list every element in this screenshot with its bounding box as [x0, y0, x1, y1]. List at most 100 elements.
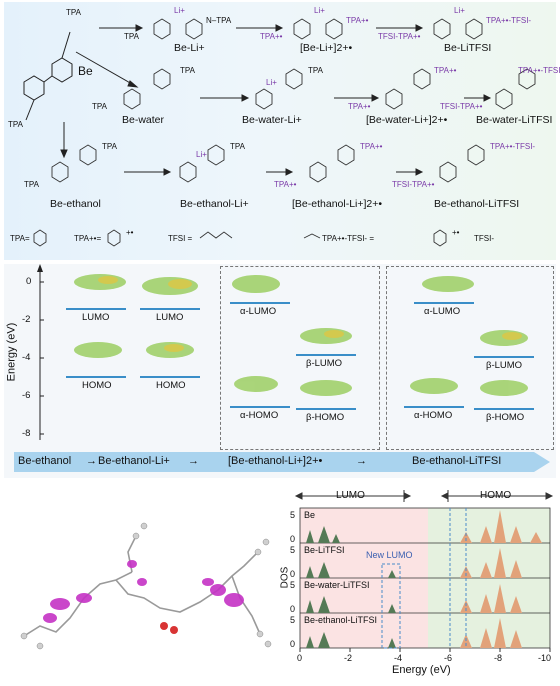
ylabel-energy: Energy (eV) — [5, 322, 18, 382]
lumo-label-1: LUMO — [82, 312, 110, 323]
homo-line-2 — [140, 376, 200, 378]
homo-label-2: HOMO — [156, 380, 186, 391]
dos-row-be-water-litfsi: Be-water-LiTFSI — [304, 580, 370, 590]
ytick-4: -8 — [22, 428, 31, 439]
dos-xtick-0: 0 — [297, 653, 303, 663]
flow-arrow-2: → — [188, 455, 199, 467]
homo-label-1: HOMO — [82, 380, 112, 391]
dos-xlabel: Energy (eV) — [392, 664, 451, 676]
a-lumo-line — [230, 302, 290, 304]
legend-tfsi: TFSI = — [168, 234, 193, 243]
scheme-drawing — [23, 18, 536, 247]
tpa-water-2: TPA — [92, 102, 107, 111]
dos-tick-5-r4: 5 — [290, 615, 296, 625]
tpa-e2: TPA — [24, 180, 39, 189]
dos-xtick-2: -4 — [394, 653, 403, 663]
tpa-water: TPA — [180, 66, 195, 75]
a-lumo-label: α-LUMO — [240, 306, 277, 317]
be-water-li-label: Be-water-Li+ — [242, 114, 302, 126]
b-lumo-label-2: β-LUMO — [486, 360, 523, 371]
legend-tpa-tfsi: TPA+•-TFSI- = — [322, 234, 374, 243]
tpa-rad-2: TPA+• — [260, 32, 283, 41]
be-water-li2-label: [Be-water-Li+]2+• — [366, 114, 448, 126]
tfsi-tpa-e: TFSI-TPA+• — [392, 180, 435, 189]
tpa-label-top: TPA — [66, 8, 81, 17]
dos-new-lumo-label: New LUMO — [366, 550, 413, 560]
flow-label-4: Be-ethanol-LiTFSI — [412, 455, 502, 467]
tpa-1: TPA — [124, 32, 139, 41]
be-litfsi-label: Be-LiTFSI — [444, 42, 492, 54]
tpa-w1: TPA — [308, 66, 323, 75]
a-homo-label: α-HOMO — [240, 410, 279, 421]
b-lumo-line — [296, 354, 356, 356]
b-lumo-label: β-LUMO — [306, 358, 343, 369]
a-lumo-line-2 — [414, 302, 474, 304]
dos-tick-0-r1: 0 — [290, 534, 296, 544]
tpa-rad-e: TPA+• — [360, 142, 383, 151]
b-homo-line-2 — [474, 408, 534, 410]
dos-xtick-3: -6 — [444, 653, 453, 663]
be-label: Be — [78, 64, 93, 78]
panel-a-schemes: TPA Be TPA Li+ N–TPA TPA Be-Li+ Li+ TPA+… — [4, 2, 560, 260]
a-homo-line — [230, 406, 290, 408]
b-homo-line — [296, 408, 356, 410]
li-plus-w1: Li+ — [266, 78, 277, 87]
dos-tick-0-r2: 0 — [290, 569, 296, 579]
dashed-box-li2 — [220, 266, 380, 450]
tfsi-tpa-1: TFSI-TPA+• — [378, 32, 421, 41]
lumo-label-2: LUMO — [156, 312, 184, 323]
tpa-rad-e2: TPA+• — [274, 180, 297, 189]
be-li-label: Be-Li+ — [174, 42, 205, 54]
dos-tick-5-r1: 5 — [290, 510, 296, 520]
a-lumo-label-2: α-LUMO — [424, 306, 461, 317]
be-ethanol-litfsi-label: Be-ethanol-LiTFSI — [434, 198, 520, 210]
dos-row-be-litfsi: Be-LiTFSI — [304, 545, 345, 555]
tfsi-tpa-w: TFSI-TPA+• — [440, 102, 483, 111]
dos-plot — [294, 490, 554, 652]
panel-d-dos: LUMO HOMO New LUMO DOS Be Be-LiTFSI Be-w… — [279, 486, 556, 681]
spin-density-molecule — [20, 522, 272, 650]
panel-c-spin-density — [4, 486, 278, 681]
dos-xtick-5: -10 — [538, 653, 552, 663]
li-plus-2: Li+ — [314, 6, 325, 15]
legend-tfsi-end: TFSI- — [474, 234, 494, 243]
be-ethanol-label: Be-ethanol — [50, 198, 101, 210]
legend-rad-symbol: +• — [126, 228, 134, 237]
tpa-tfsi-w: TPA+•-TFSI- — [518, 66, 560, 75]
dos-tick-0-r4: 0 — [290, 639, 296, 649]
tpa-rad-w2: TPA+• — [348, 102, 371, 111]
lumo-line-1 — [66, 308, 126, 310]
dos-tick-0-r3: 0 — [290, 604, 296, 614]
dos-xtick-4: -8 — [494, 653, 503, 663]
be-ethanol-li-label: Be-ethanol-Li+ — [180, 198, 249, 210]
flow-label-3: [Be-ethanol-Li+]2+• — [228, 455, 323, 467]
li-plus-e1: Li+ — [196, 150, 207, 159]
a-homo-line-2 — [404, 406, 464, 408]
dos-tick-5-r2: 5 — [290, 545, 296, 555]
tpa-label-bottom: TPA — [8, 120, 23, 129]
dos-tick-5-r3: 5 — [290, 580, 296, 590]
be-ethanol-li2-label: [Be-ethanol-Li+]2+• — [292, 198, 383, 210]
ytick-2: -4 — [22, 352, 31, 363]
li-plus-3: Li+ — [454, 6, 465, 15]
dos-xtick-1: -2 — [344, 653, 353, 663]
legend-tpa: TPA= — [10, 234, 30, 243]
dos-row-be-ethanol-litfsi: Be-ethanol-LiTFSI — [304, 615, 378, 625]
ytick-0: 0 — [26, 276, 32, 287]
tpa-tfsi-1: TPA+•-TFSI- — [486, 16, 532, 25]
flow-label-2: Be-ethanol-Li+ — [98, 455, 170, 467]
b-homo-label: β-HOMO — [306, 412, 345, 423]
dos-lumo-label: LUMO — [336, 490, 365, 501]
tpa-e1: TPA — [102, 142, 117, 151]
be-li2-label: [Be-Li+]2+• — [300, 42, 353, 54]
orbital-axes — [14, 264, 550, 472]
tpa-rad-1: TPA+• — [346, 16, 369, 25]
ytick-3: -6 — [22, 390, 31, 401]
b-lumo-line-2 — [474, 356, 534, 358]
legend-rad-symbol-2: +• — [452, 228, 460, 237]
tpa-e3: TPA — [230, 142, 245, 151]
panel-b-orbitals: Energy (eV) 0 -2 -4 -6 -8 LUMO LUMO α-LU… — [4, 264, 556, 478]
flow-arrow-3: → — [356, 455, 367, 467]
flow-arrow-1: → — [86, 455, 97, 467]
n-tpa-1: N–TPA — [206, 16, 232, 25]
